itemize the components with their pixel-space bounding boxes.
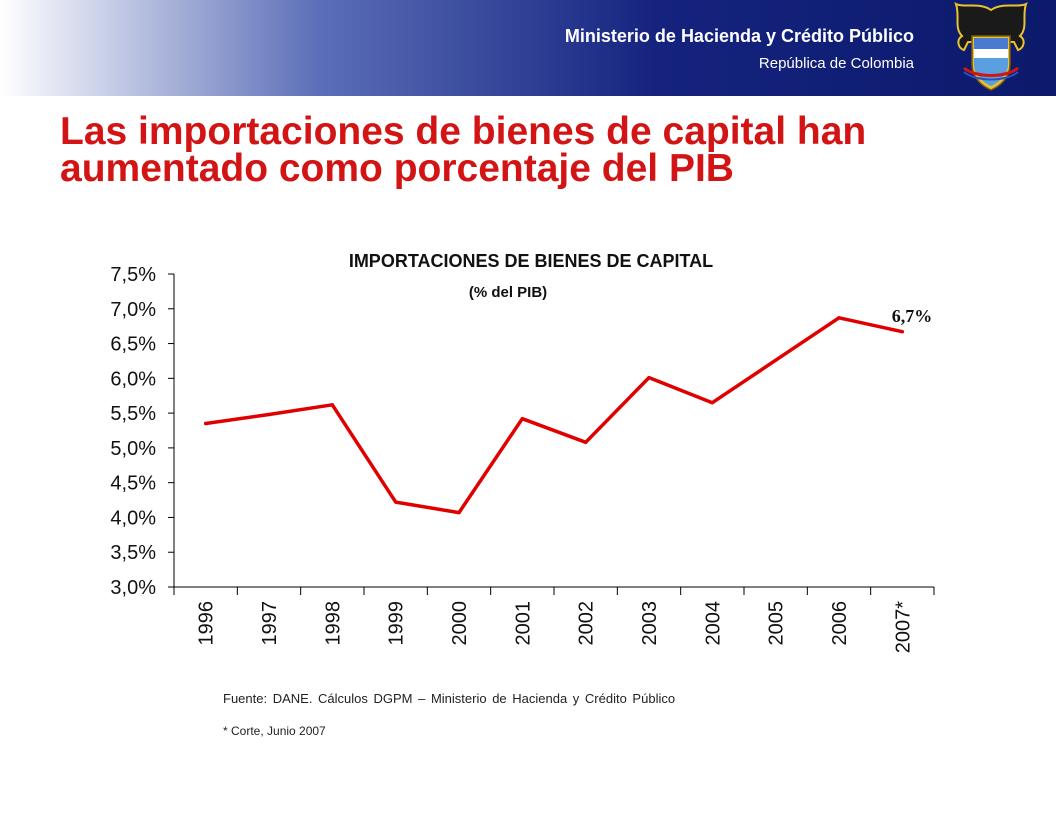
header-bar: Ministerio de Hacienda y Crédito Público… <box>0 0 1056 96</box>
end-value-label: 6,7% <box>892 306 933 326</box>
y-tick-label: 4,0% <box>110 507 156 529</box>
x-tick-label: 2004 <box>702 601 724 646</box>
data-point <box>394 500 398 504</box>
x-tick-label: 2005 <box>766 601 788 646</box>
x-tick-label: 2007* <box>892 601 914 653</box>
x-tick-label: 1997 <box>259 601 281 646</box>
y-tick-label: 7,0% <box>110 299 156 321</box>
data-point <box>330 403 334 407</box>
x-tick-label: 2001 <box>512 601 534 646</box>
y-tick-label: 4,5% <box>110 473 156 495</box>
coat-of-arms-icon <box>954 2 1028 91</box>
ministry-name: Ministerio de Hacienda y Crédito Público <box>564 26 914 46</box>
y-tick-label: 7,5% <box>110 264 156 286</box>
y-tick-label: 6,5% <box>110 334 156 356</box>
data-point <box>774 358 778 362</box>
source-note: Fuente: DANE. Cálculos DGPM – Ministerio… <box>223 691 676 706</box>
x-tick-label: 2002 <box>576 601 598 646</box>
y-tick-label: 5,0% <box>110 438 156 460</box>
data-point <box>584 440 588 444</box>
x-tick-label: 1999 <box>386 601 408 646</box>
y-tick-label: 3,0% <box>110 577 156 599</box>
x-tick-label: 2000 <box>449 601 471 646</box>
data-point <box>520 417 524 421</box>
x-tick-label: 1996 <box>196 601 218 646</box>
cutoff-note: * Corte, Junio 2007 <box>223 724 326 738</box>
country-name: República de Colombia <box>758 55 914 72</box>
data-point <box>267 412 271 417</box>
data-point <box>647 376 651 380</box>
data-point <box>710 401 714 405</box>
x-tick-label: 2003 <box>639 601 661 646</box>
chart-title: IMPORTACIONES DE BIENES DE CAPITAL <box>349 251 713 271</box>
chart-subtitle: (% del PIB) <box>469 284 547 301</box>
x-tick-label: 2006 <box>829 601 851 646</box>
data-point <box>204 421 208 426</box>
slide-title: Las importaciones de bienes de capital h… <box>60 110 867 190</box>
series-line <box>203 316 905 515</box>
data-point <box>457 510 461 515</box>
y-tick-label: 5,5% <box>110 403 156 425</box>
data-point <box>900 330 904 334</box>
x-tick-label: 1998 <box>322 601 344 646</box>
y-tick-label: 3,5% <box>110 542 156 564</box>
data-point <box>837 316 841 320</box>
y-tick-label: 6,0% <box>110 368 156 390</box>
